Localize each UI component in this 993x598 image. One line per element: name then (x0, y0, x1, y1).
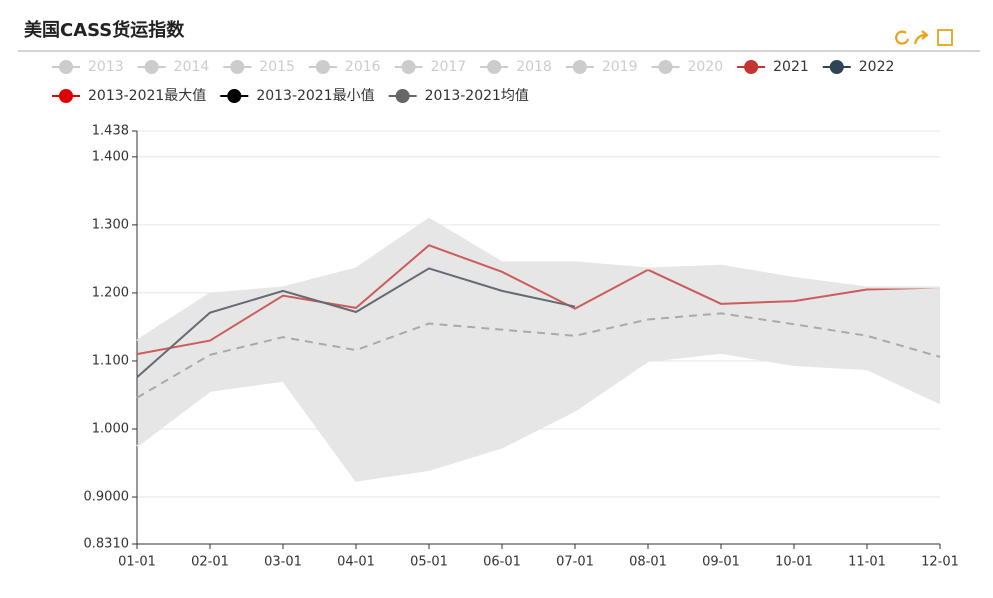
x-tick-label: 03-01 (264, 555, 302, 570)
range-band (137, 218, 940, 481)
legend-label: 2018 (516, 59, 552, 75)
legend-symbol (227, 89, 242, 103)
legend-label: 2020 (687, 59, 723, 75)
legend-symbol (401, 60, 416, 74)
legend-item[interactable]: 2019 (565, 59, 638, 75)
series-line (136, 312, 941, 399)
legend-label: 2013-2021均值 (425, 88, 529, 104)
y-tick-label: 0.8310 (84, 537, 130, 552)
y-tick-label: 0.9000 (84, 490, 130, 505)
series-line (136, 217, 940, 342)
legend-symbol (59, 89, 73, 103)
x-tick-label: 08-01 (629, 555, 667, 570)
legend-label: 2021 (773, 59, 809, 75)
legend-symbol (59, 60, 73, 74)
y-tick-label: 1.300 (92, 217, 129, 232)
x-tick-label: 10-01 (775, 555, 813, 570)
share-icon[interactable] (913, 30, 929, 45)
y-tick-label: 1.000 (92, 422, 129, 437)
y-tick-label: 1.400 (92, 149, 129, 164)
legend-symbol (395, 89, 410, 103)
legend-item[interactable]: 2013-2021均值 (388, 88, 529, 104)
legend-item[interactable]: 2013-2021最大值 (52, 88, 206, 104)
legend-item[interactable]: 2013 (52, 59, 124, 75)
x-tick-label: 07-01 (556, 555, 594, 570)
legend-item[interactable]: 2018 (480, 59, 552, 75)
legend-item[interactable]: 2016 (308, 59, 381, 75)
legend-symbol (487, 60, 502, 74)
x-tick-label: 06-01 (483, 555, 521, 570)
legend-item[interactable]: 2015 (223, 59, 295, 75)
refresh-icon[interactable] (895, 30, 910, 45)
legend-symbol (744, 60, 759, 74)
legend-symbol (658, 60, 673, 74)
legend-item[interactable]: 2017 (394, 59, 467, 75)
series-line (136, 351, 941, 482)
legend-item[interactable]: 2013-2021最小值 (220, 88, 375, 104)
x-tick-label: 05-01 (410, 555, 448, 570)
legend-item[interactable]: 2021 (737, 59, 809, 75)
legend-symbol (572, 60, 587, 74)
legend-label: 2015 (259, 59, 295, 75)
legend-label: 2022 (859, 59, 895, 75)
y-tick-label: 1.200 (92, 285, 129, 300)
legend-symbol (315, 60, 330, 74)
legend-label: 2016 (345, 59, 381, 75)
legend-item[interactable]: 2022 (822, 59, 895, 75)
legend-symbol (230, 60, 245, 74)
legend-label: 2013 (88, 59, 124, 75)
x-tick-label: 04-01 (337, 555, 375, 570)
legend-item[interactable]: 2020 (651, 59, 723, 75)
legend-label: 2013-2021最小值 (256, 88, 374, 104)
save-image-icon[interactable] (937, 29, 953, 46)
toolbar (895, 29, 953, 46)
legend-label: 2019 (602, 59, 638, 75)
legend-symbol (829, 60, 844, 74)
legend-symbol (144, 60, 159, 74)
x-tick-label: 12-01 (921, 555, 959, 570)
y-tick-label: 1.100 (92, 353, 129, 368)
series-line (136, 244, 941, 356)
legend-item[interactable]: 2014 (137, 59, 210, 75)
x-tick-label: 09-01 (702, 555, 740, 570)
series-line (136, 267, 576, 379)
y-tick-label: 1.438 (92, 124, 129, 139)
legend-label: 2013-2021最大值 (88, 88, 206, 104)
legend-label: 2017 (431, 59, 467, 75)
x-tick-label: 01-01 (118, 555, 156, 570)
legend-label: 2014 (174, 59, 210, 75)
x-tick-label: 11-01 (848, 555, 886, 570)
x-tick-label: 02-01 (191, 555, 229, 570)
chart-title: 美国CASS货运指数 (24, 19, 185, 41)
